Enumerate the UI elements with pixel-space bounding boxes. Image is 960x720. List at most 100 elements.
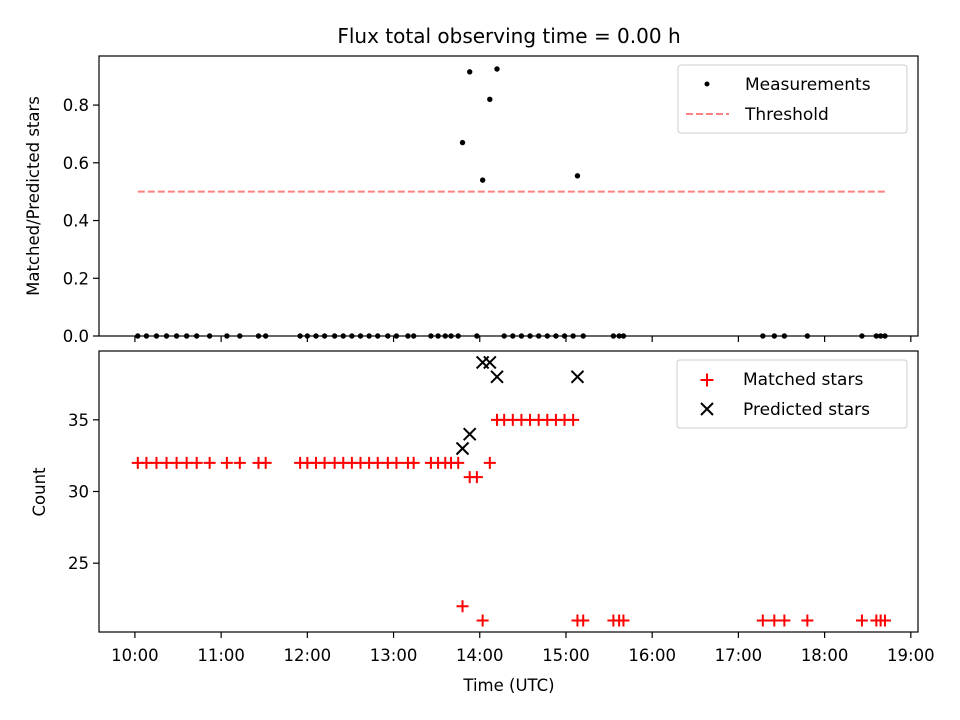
top-legend: Measurements Threshold <box>677 64 908 134</box>
legend-marker-predicted-stars <box>700 402 714 416</box>
measurement-point <box>501 333 507 339</box>
matched-star-point <box>567 413 580 426</box>
measurement-point <box>375 333 381 339</box>
matched-star-point <box>160 456 173 469</box>
measurement-point <box>882 333 888 339</box>
bottom-y-axis-label: Count <box>30 467 49 517</box>
bottom-y-ticks: 25 30 35 <box>68 411 99 573</box>
predicted-star-point <box>490 370 504 384</box>
chart-title: Flux total observing time = 0.00 h <box>337 24 680 48</box>
measurement-point <box>237 333 243 339</box>
measurement-point <box>357 333 364 339</box>
matched-star-point <box>617 614 630 627</box>
matched-star-point <box>259 456 272 469</box>
measurement-point <box>321 333 328 339</box>
measurement-point <box>304 333 311 339</box>
matched-star-point <box>150 456 163 469</box>
x-tick-label: 11:00 <box>197 646 245 665</box>
measurement-point <box>135 333 141 339</box>
x-tick-label: 18:00 <box>801 646 849 665</box>
legend-label-threshold: Threshold <box>744 105 829 125</box>
measurement-point <box>442 333 448 339</box>
measurement-point <box>428 333 434 339</box>
legend-marker-measurements <box>704 81 710 87</box>
measurement-point <box>313 333 319 339</box>
matched-star-point <box>180 456 193 469</box>
matched-star-point <box>390 456 403 469</box>
measurement-point <box>385 333 391 339</box>
measurement-point <box>518 333 525 339</box>
measurement-point <box>859 333 865 339</box>
bottom-legend-frame <box>676 359 908 429</box>
measurement-point <box>494 66 500 72</box>
measurement-point <box>570 333 576 339</box>
bottom-y-tick-label: 30 <box>68 483 89 502</box>
measurement-point <box>574 173 581 179</box>
measurement-point <box>474 333 480 339</box>
measurement-point <box>410 333 417 339</box>
measurement-point <box>467 69 473 75</box>
bottom-y-tick-label: 35 <box>68 411 89 430</box>
measurement-point <box>163 333 170 339</box>
legend-label-measurements: Measurements <box>745 75 871 95</box>
bottom-x-ticks: 10:00 11:00 12:00 13:00 14:00 15:00 16:00 17:00… <box>111 632 935 665</box>
measurement-point <box>459 139 466 146</box>
matched-star-point <box>577 614 590 627</box>
top-y-tick-label: 0.0 <box>63 327 89 346</box>
measurement-point <box>455 333 461 339</box>
matched-star-point <box>470 471 483 484</box>
bottom-plot: 25 30 35 10:00 11:00 12:00 13:00 14:00 15:00 16:… <box>30 350 935 695</box>
measurement-point <box>349 333 355 339</box>
measurement-point <box>153 333 160 339</box>
top-series <box>135 66 888 339</box>
matched-star-point <box>170 456 183 469</box>
measurement-point <box>435 333 441 339</box>
measurement-point <box>479 177 486 183</box>
matched-star-point <box>476 614 489 627</box>
predicted-star-point <box>483 355 497 370</box>
measurement-point <box>781 333 788 339</box>
measurement-point <box>771 333 778 339</box>
measurement-point <box>535 333 542 339</box>
measurement-point <box>255 333 262 339</box>
measurement-point <box>405 333 411 339</box>
legend-marker-matched-stars <box>700 373 714 387</box>
matched-star-point <box>456 600 469 613</box>
predicted-star-point <box>455 441 470 456</box>
measurement-point <box>877 333 884 339</box>
predicted-star-point <box>570 370 585 384</box>
measurement-point <box>448 333 454 339</box>
measurement-point <box>553 333 559 339</box>
matched-star-point <box>371 456 384 469</box>
matched-star-point <box>855 614 868 627</box>
measurement-point <box>527 333 533 339</box>
measurement-point <box>206 333 213 339</box>
matched-star-point <box>878 614 891 627</box>
matched-star-point <box>407 456 420 469</box>
x-tick-label: 15:00 <box>542 646 590 665</box>
matched-star-point <box>318 456 331 469</box>
predicted-star-point <box>462 427 477 441</box>
legend-label-matched-stars: Matched stars <box>743 370 863 390</box>
top-legend-frame <box>677 64 908 134</box>
x-tick-label: 14:00 <box>456 646 504 665</box>
top-y-tick-label: 0.2 <box>63 269 89 288</box>
measurement-point <box>580 333 586 339</box>
matched-star-point <box>220 456 233 469</box>
measurement-point <box>143 333 150 339</box>
top-y-tick-label: 0.8 <box>63 96 89 115</box>
x-tick-label: 16:00 <box>628 646 676 665</box>
matched-star-point <box>778 614 791 627</box>
measurement-point <box>510 333 516 339</box>
x-axis-label: Time (UTC) <box>462 676 554 695</box>
x-tick-label: 12:00 <box>284 646 332 665</box>
measurement-point <box>297 333 303 339</box>
top-y-axis-label: Matched/Predicted stars <box>24 96 43 296</box>
top-y-tick-label: 0.6 <box>63 154 89 173</box>
bottom-series <box>131 355 891 627</box>
measurement-point <box>760 333 766 339</box>
x-tick-label: 10:00 <box>111 646 159 665</box>
matched-star-point <box>190 456 203 469</box>
measurement-point <box>183 333 190 339</box>
matched-star-point <box>768 614 781 627</box>
